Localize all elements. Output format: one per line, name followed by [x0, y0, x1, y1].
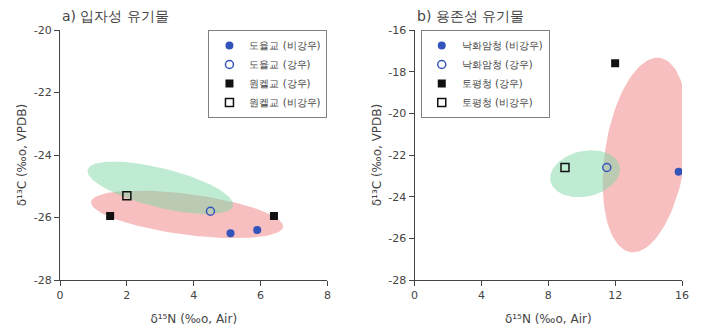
svg-text:8: 8 — [324, 289, 331, 302]
svg-text:-18: -18 — [388, 66, 406, 79]
svg-text:-28: -28 — [34, 274, 52, 287]
svg-text:δ¹⁵N (‰o, Air): δ¹⁵N (‰o, Air) — [150, 312, 237, 326]
svg-text:4: 4 — [190, 289, 197, 302]
svg-text:δ¹³C (‰o, VPDB): δ¹³C (‰o, VPDB) — [370, 104, 384, 207]
svg-text:δ¹⁵N (‰o, Air): δ¹⁵N (‰o, Air) — [505, 312, 592, 326]
svg-text:원켈교 (비강우): 원켈교 (비강우) — [249, 97, 320, 108]
svg-text:도율교 (강우): 도율교 (강우) — [249, 59, 310, 70]
svg-text:4: 4 — [478, 289, 485, 302]
svg-text:원켈교 (강우): 원켈교 (강우) — [249, 78, 310, 89]
svg-text:-24: -24 — [388, 191, 406, 204]
svg-text:16: 16 — [675, 289, 689, 302]
svg-text:-28: -28 — [388, 274, 406, 287]
svg-text:-16: -16 — [388, 24, 406, 37]
svg-text:a) 입자성 유기물: a) 입자성 유기물 — [62, 8, 169, 24]
svg-text:δ¹³C (‰o, VPDB): δ¹³C (‰o, VPDB) — [15, 104, 29, 207]
svg-text:-22: -22 — [34, 86, 52, 99]
svg-text:-24: -24 — [34, 149, 52, 162]
svg-text:12: 12 — [608, 289, 622, 302]
svg-text:-20: -20 — [34, 24, 52, 37]
svg-text:도율교 (비강우): 도율교 (비강우) — [249, 40, 320, 51]
svg-text:0: 0 — [57, 289, 64, 302]
svg-text:-26: -26 — [34, 211, 52, 224]
svg-text:2: 2 — [123, 289, 130, 302]
svg-text:b) 용존성 유기물: b) 용존성 유기물 — [417, 8, 524, 24]
svg-text:-26: -26 — [388, 232, 406, 245]
svg-text:낙화암청 (비강우): 낙화암청 (비강우) — [462, 40, 543, 51]
svg-text:토평청 (강우): 토평청 (강우) — [462, 78, 523, 89]
svg-text:-22: -22 — [388, 149, 406, 162]
svg-text:0: 0 — [411, 289, 418, 302]
svg-text:-20: -20 — [388, 107, 406, 120]
svg-text:토평청 (비강우): 토평청 (비강우) — [462, 97, 533, 108]
svg-text:6: 6 — [257, 289, 264, 302]
svg-text:낙화암청 (강우): 낙화암청 (강우) — [462, 59, 533, 70]
svg-text:8: 8 — [545, 289, 552, 302]
